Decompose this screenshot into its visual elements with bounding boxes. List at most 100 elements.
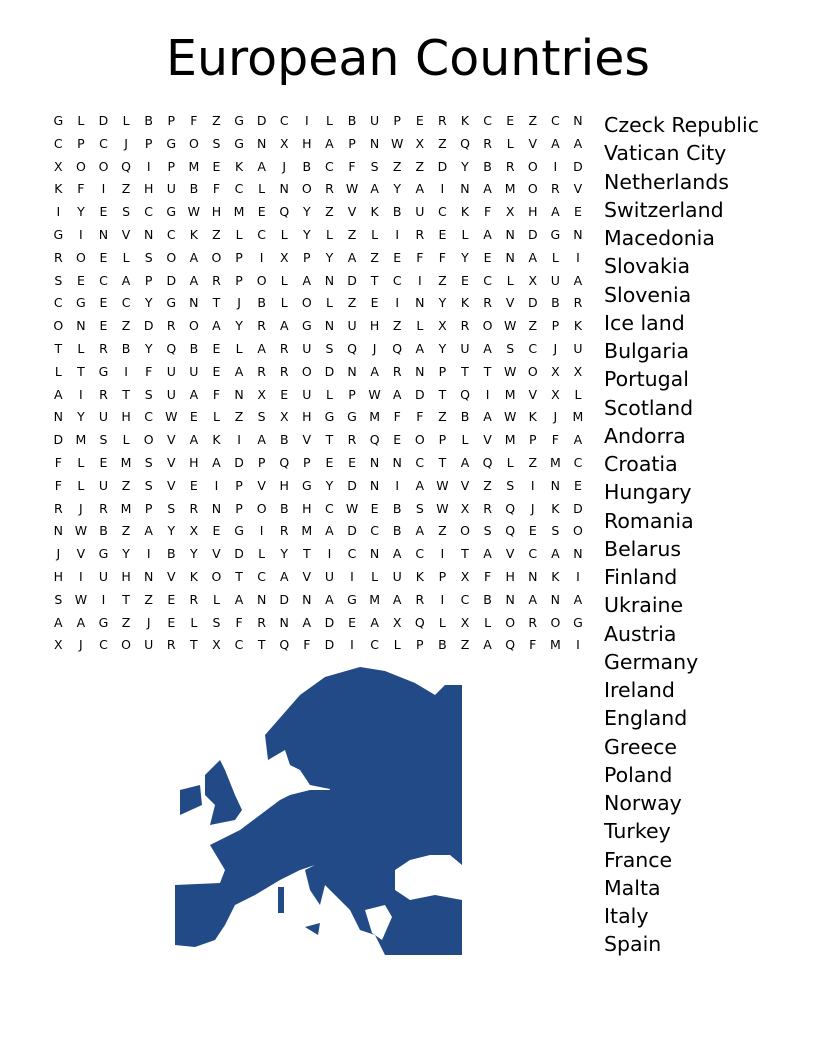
grid-letter: A	[121, 272, 131, 288]
grid-letter: H	[189, 454, 199, 470]
grid-letter: I	[237, 432, 241, 448]
grid-letter: D	[53, 432, 64, 448]
grid-letter: U	[302, 386, 312, 402]
grid-letter: P	[167, 113, 176, 128]
grid-letter: X	[438, 318, 447, 334]
grid-letter: M	[572, 409, 584, 425]
grid-letter: W	[391, 135, 404, 151]
map-mainland	[175, 667, 462, 955]
grid-letter: L	[280, 226, 288, 242]
grid-letter: P	[144, 135, 153, 151]
grid-letter: L	[190, 614, 198, 630]
word-list-item: Vatican City	[604, 141, 727, 166]
grid-letter: P	[257, 454, 266, 470]
grid-letter: O	[211, 568, 222, 584]
grid-letter: X	[279, 409, 289, 425]
grid-letter: O	[53, 318, 64, 334]
grid-letter: N	[460, 181, 470, 197]
grid-letter: R	[257, 363, 266, 379]
grid-letter: Y	[303, 204, 311, 220]
grid-letter: B	[392, 523, 402, 539]
grid-letter: N	[415, 363, 425, 379]
grid-letter: C	[257, 568, 266, 584]
grid-letter: A	[483, 546, 492, 562]
grid-letter: G	[573, 614, 583, 630]
grid-letter: N	[53, 409, 63, 425]
grid-letter: L	[325, 386, 333, 402]
grid-letter: V	[121, 226, 131, 242]
grid-letter: T	[303, 546, 311, 562]
grid-letter: J	[237, 295, 241, 311]
grid-letter: G	[347, 591, 357, 607]
grid-letter: X	[528, 272, 538, 288]
word-list-item: Ukraine	[604, 593, 684, 618]
grid-letter: X	[279, 135, 289, 151]
grid-letter: A	[234, 591, 244, 607]
grid-letter: F	[529, 637, 537, 653]
grid-letter: Z	[347, 295, 357, 311]
grid-letter: Z	[438, 523, 447, 539]
grid-letter: I	[440, 546, 445, 562]
grid-letter: U	[573, 340, 583, 356]
grid-letter: F	[235, 614, 243, 630]
grid-letter: L	[551, 249, 559, 265]
grid-letter: T	[122, 386, 130, 402]
grid-letter: B	[392, 500, 402, 516]
grid-letter: N	[324, 318, 335, 334]
grid-letter: G	[166, 204, 177, 220]
grid-letter: V	[460, 477, 470, 493]
grid-letter: V	[505, 295, 515, 311]
grid-letter: C	[53, 135, 63, 151]
grid-letter: V	[347, 204, 357, 220]
grid-letter: U	[550, 272, 560, 288]
grid-letter: Z	[121, 614, 131, 630]
grid-letter: H	[121, 409, 131, 425]
grid-letter: E	[212, 158, 221, 174]
grid-letter: Z	[121, 181, 131, 197]
grid-letter: D	[234, 546, 244, 562]
grid-letter: U	[98, 477, 109, 493]
grid-letter: L	[235, 340, 243, 356]
grid-letter: O	[573, 523, 583, 539]
grid-letter: T	[77, 363, 85, 379]
grid-letter: L	[506, 272, 514, 288]
grid-letter: X	[460, 500, 470, 516]
grid-letter: E	[212, 363, 221, 379]
grid-letter: I	[530, 477, 535, 493]
grid-letter: G	[234, 113, 244, 128]
grid-letter: P	[551, 318, 560, 334]
grid-letter: G	[53, 113, 64, 128]
grid-letter: F	[416, 409, 424, 425]
grid-letter: F	[416, 249, 424, 265]
grid-letter: L	[258, 546, 266, 562]
grid-letter: Z	[121, 523, 131, 539]
grid-letter: V	[166, 477, 176, 493]
grid-letter: D	[324, 363, 335, 379]
grid-letter: T	[325, 432, 334, 448]
grid-letter: G	[166, 135, 177, 151]
grid-letter: B	[279, 500, 289, 516]
grid-letter: J	[124, 135, 128, 151]
grid-letter: F	[348, 158, 356, 174]
grid-letter: P	[144, 500, 153, 516]
grid-letter: G	[234, 523, 244, 539]
grid-letter: F	[145, 363, 153, 379]
grid-letter: A	[54, 614, 63, 630]
grid-letter: J	[79, 500, 83, 516]
grid-letter: A	[257, 340, 266, 356]
grid-letter: R	[438, 113, 447, 128]
grid-letter: D	[324, 614, 335, 630]
grid-letter: C	[415, 454, 425, 470]
grid-letter: Y	[325, 249, 334, 265]
grid-letter: Y	[461, 249, 469, 265]
grid-letter: W	[503, 318, 517, 334]
grid-letter: I	[79, 386, 83, 402]
grid-letter: O	[75, 158, 86, 174]
grid-letter: W	[345, 500, 359, 516]
word-list-item: Germany	[604, 649, 699, 674]
grid-letter: L	[122, 249, 130, 265]
grid-letter: E	[574, 204, 582, 220]
grid-letter: R	[53, 500, 63, 516]
grid-letter: N	[369, 477, 380, 493]
grid-letter: Q	[414, 614, 425, 630]
